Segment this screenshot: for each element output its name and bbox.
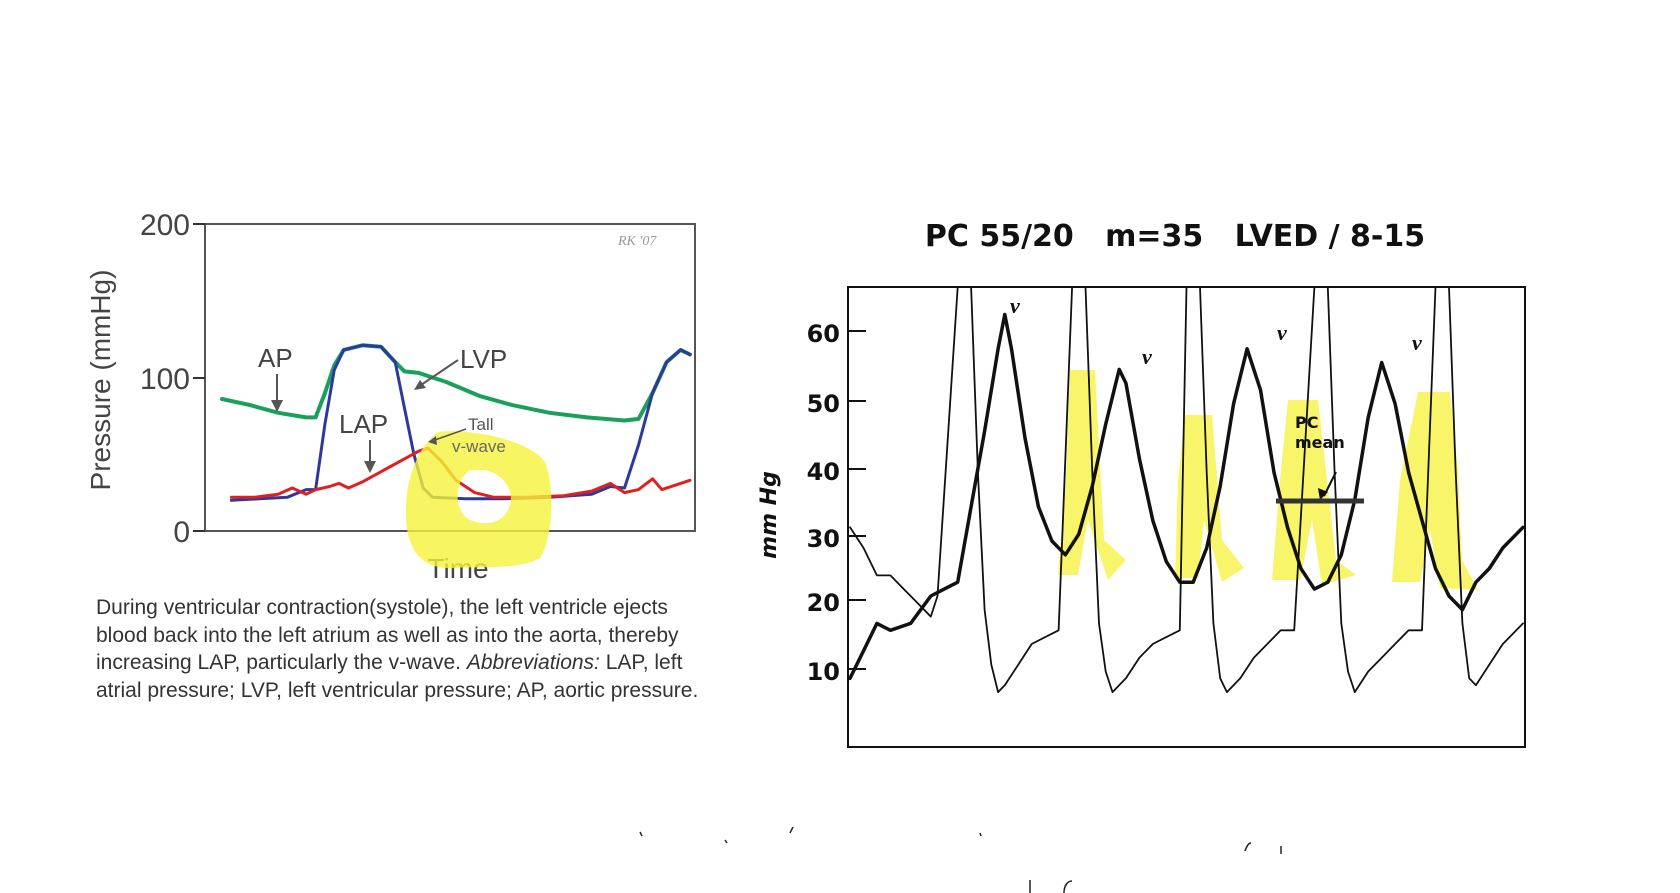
left-chart-caption: During ventricular contraction(systole),… <box>96 594 716 704</box>
right-series-2 <box>849 286 1524 693</box>
right-ytick-30: 30 <box>807 525 840 553</box>
left-y-axis: 200 100 0 <box>140 209 205 549</box>
right-ytick-60: 60 <box>807 320 840 348</box>
left-signature: RK '07 <box>617 234 657 249</box>
caption-abbreviations-text: LAP, left atrial pressure; LVP, left ven… <box>96 651 699 702</box>
right-annotation-pc: PC <box>1295 413 1318 432</box>
left-annotation-tall: Tall <box>468 415 494 434</box>
right-ytick-10: 10 <box>807 658 840 686</box>
left-arrowhead-lvp <box>414 380 426 390</box>
right-highlight-marks <box>1058 370 1478 590</box>
left-arrowhead-ap <box>271 400 283 412</box>
right-ytick-40: 40 <box>807 458 840 486</box>
right-series-group <box>848 286 1525 693</box>
left-arrowhead-lap <box>364 461 376 473</box>
caption-abbreviations-label: Abbreviations: <box>466 651 600 674</box>
left-ytick-100: 100 <box>140 363 190 396</box>
caption-text-main: During ventricular contraction(systole),… <box>96 596 679 674</box>
right-ytick-50: 50 <box>807 390 840 418</box>
right-arrowhead-pc-mean <box>1318 488 1328 500</box>
left-highlight-scribble <box>405 431 552 569</box>
left-series-ap <box>220 343 692 423</box>
right-annotation-mean: mean <box>1295 433 1345 452</box>
left-arrowhead-vwave <box>428 436 437 445</box>
right-annotation-v3: v <box>1277 320 1287 345</box>
left-ytick-0: 0 <box>173 516 190 549</box>
left-annotation-ap: AP <box>258 343 293 373</box>
left-y-axis-label: Pressure (mmHg) <box>85 270 116 491</box>
right-pressure-tracing: PC 55/20 m=35 LVED / 8-15 60 50 40 30 20… <box>757 219 1526 748</box>
right-annotation-v1: v <box>1010 293 1020 318</box>
left-annotation-lap: LAP <box>339 409 388 439</box>
left-arrow-lvp <box>417 359 459 388</box>
right-y-axis-label: mm Hg <box>757 471 782 559</box>
right-annotation-v4: v <box>1412 330 1422 355</box>
left-ytick-200: 200 <box>140 209 190 242</box>
right-chart-title: PC 55/20 m=35 LVED / 8-15 <box>925 219 1425 254</box>
right-annotation-v2: v <box>1142 344 1152 369</box>
right-y-axis: 60 50 40 30 20 10 <box>807 320 866 686</box>
left-annotation-vwave: v-wave <box>452 437 506 456</box>
right-ytick-20: 20 <box>807 589 840 617</box>
left-arrow-vwave <box>431 428 467 442</box>
left-annotation-lvp: LVP <box>460 344 507 374</box>
left-pressure-chart: RK '07 200 100 0 Pressure (mmHg) Time AP… <box>85 209 696 584</box>
scan-artifacts <box>639 826 1282 893</box>
